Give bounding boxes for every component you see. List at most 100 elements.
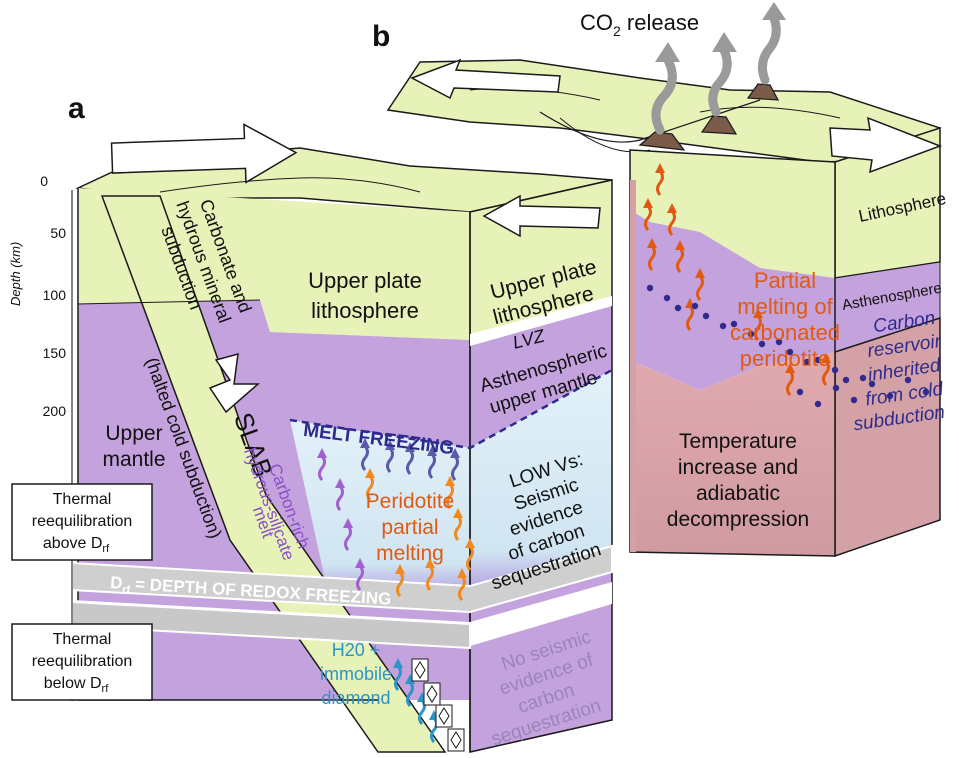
- svg-text:below Drf: below Drf: [44, 675, 109, 695]
- co2-arrowheads: [655, 2, 786, 62]
- temperature-label: Temperature increase and adiabatic decom…: [667, 430, 809, 531]
- upper-mantle-label: Upper mantle: [102, 422, 165, 471]
- depth-tick-label: 100: [43, 287, 67, 303]
- melt-arrow-icon-head: [343, 518, 353, 528]
- melt-arrow-icon: [696, 275, 704, 301]
- carbon-dot: [831, 366, 839, 374]
- arrow-left-icon: [410, 58, 561, 100]
- melt-arrow-icon-head: [385, 440, 395, 450]
- melt-arrow-icon-head: [453, 508, 463, 518]
- panel-b-plate-arrows: [410, 58, 943, 174]
- panel-a-melt-arrows: [317, 438, 475, 743]
- melt-arrow-icon: [446, 483, 454, 509]
- melt-arrow-icon-head: [405, 442, 415, 452]
- carbon-dot: [691, 302, 699, 310]
- melt-arrow-icon: [786, 370, 794, 396]
- melt-arrow-icon: [686, 305, 694, 331]
- melt-arrow-icon-head: [785, 363, 795, 373]
- melt-arrow-icon: [656, 170, 664, 196]
- melt-arrow-icon-head: [395, 564, 405, 574]
- carbon-dot: [868, 380, 876, 388]
- arrow-right-icon: [110, 123, 298, 184]
- carbon-dot: [730, 320, 738, 328]
- depth-axis: Depth (km) 0 50 100 150 200: [8, 173, 76, 702]
- upper-plate-label: Upper plate lithosphere: [308, 268, 422, 323]
- carbon-dot: [663, 294, 671, 302]
- carbon-dot: [850, 396, 858, 404]
- melt-arrow-icon-head: [450, 448, 460, 458]
- h2o-arrow-icon: [406, 681, 414, 707]
- melt-arrow-icon: [366, 475, 374, 501]
- melt-arrow-icon: [668, 210, 676, 236]
- melt-arrow-icon: [822, 360, 830, 386]
- melt-arrow-icon: [466, 545, 474, 571]
- svg-text:Upper: Upper: [105, 422, 162, 445]
- melt-arrow-icon: [336, 485, 344, 511]
- svg-text:increase and: increase and: [678, 456, 798, 479]
- svg-text:Peridotite: Peridotite: [366, 490, 455, 513]
- thermal-above-box: Thermal reequilibration above Drf: [11, 483, 153, 561]
- melt-arrow-icon: [361, 445, 369, 471]
- svg-text:adiabatic: adiabatic: [696, 482, 780, 505]
- svg-text:diamond: diamond: [321, 688, 390, 708]
- h2o-arrow-icon: [394, 665, 402, 691]
- diamond-icons: [411, 658, 465, 752]
- melt-arrow-icon-head: [355, 558, 365, 568]
- carbon-dot: [786, 348, 794, 356]
- co2-arrows: [651, 13, 781, 135]
- svg-text:partial: partial: [381, 516, 438, 539]
- panel-a-plate-arrows: [110, 123, 601, 238]
- melt-arrow-icon-head: [667, 203, 677, 213]
- carbon-dot: [796, 388, 804, 396]
- svg-text:melting: melting: [376, 542, 444, 565]
- melt-arrow-icon-head: [365, 468, 375, 478]
- panel-b-melt-arrows: [643, 163, 831, 396]
- svg-text:reequilibration: reequilibration: [32, 513, 133, 530]
- melt-arrow-icon-head: [425, 558, 435, 568]
- h2o-arrow-icon-head: [393, 658, 403, 668]
- svg-text:Temperature: Temperature: [679, 430, 797, 453]
- panel-b-letter: b: [372, 20, 390, 53]
- carbon-dot: [904, 376, 912, 384]
- melt-arrow-icon: [458, 575, 466, 601]
- melt-arrow-icon: [396, 571, 404, 597]
- melt-arrow-icon: [644, 205, 652, 231]
- depth-tick-label: 0: [40, 173, 48, 189]
- partial-melting-label: Partial melting of carbonated peridotite: [730, 268, 840, 371]
- carbon-dot: [719, 322, 727, 330]
- carbon-dot: [803, 358, 811, 366]
- melt-arrow-icon-head: [753, 308, 763, 318]
- peridotite-label: Peridotite partial melting: [366, 490, 455, 565]
- carbon-dot: [702, 312, 710, 320]
- carbon-reservoir-dots: [646, 284, 930, 408]
- svg-text:immobile: immobile: [320, 664, 392, 684]
- melt-arrow-icon: [428, 453, 436, 479]
- slab: [100, 195, 447, 753]
- melt-arrow-icon-head: [317, 448, 327, 458]
- carbon-dot: [646, 284, 654, 292]
- volcano-icon: [746, 83, 780, 101]
- melt-arrow-icon: [356, 565, 364, 591]
- melt-arrow-icon-head: [360, 438, 370, 448]
- panel-a-letter: a: [68, 92, 85, 125]
- h2o-diamond-label: H20 + immobile diamond: [320, 640, 392, 708]
- carbon-reservoir-label: Carbon reservoir inherited from cold sub…: [852, 308, 946, 436]
- melt-arrow-icon: [406, 449, 414, 475]
- svg-text:peridotite: peridotite: [740, 346, 831, 371]
- volcano-icon: [638, 131, 686, 151]
- svg-text:mantle: mantle: [102, 448, 165, 471]
- carbon-dot: [814, 400, 822, 408]
- carbon-dot: [842, 376, 850, 384]
- carbon-dot: [747, 330, 755, 338]
- arrow-left-icon: [482, 194, 601, 238]
- svg-text:H20 +: H20 +: [332, 640, 381, 660]
- svg-text:Partial: Partial: [754, 268, 816, 293]
- carbon-dot: [814, 356, 822, 364]
- carbon-dot: [775, 338, 783, 346]
- svg-text:Upper plate: Upper plate: [308, 268, 422, 293]
- melt-arrow-icon: [386, 447, 394, 473]
- melt-arrow-icon-head: [655, 163, 665, 173]
- diamond-icon: [426, 685, 438, 703]
